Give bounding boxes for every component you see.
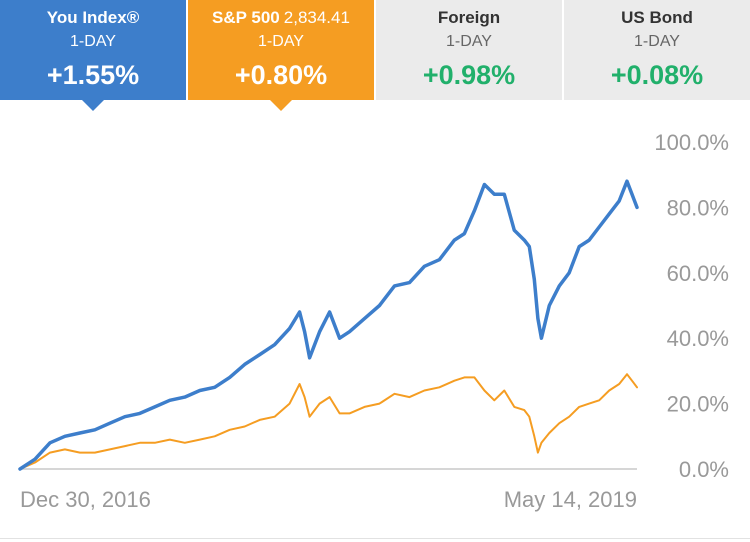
- bottom-divider: [0, 538, 750, 539]
- tab-sp500-header: S&P 500 2,834.41: [188, 8, 374, 28]
- tab-foreign-period: 1-DAY: [446, 33, 492, 50]
- y-tick-label: 100.0%: [654, 130, 729, 155]
- tab-sp500-name: S&P 500: [212, 8, 280, 27]
- x-end-label: May 14, 2019: [504, 487, 637, 512]
- tab-you-index-pointer: [82, 100, 104, 111]
- tab-you-index-period: 1-DAY: [70, 33, 116, 50]
- series-layer: [18, 179, 639, 471]
- tab-you-index[interactable]: You Index® 1-DAY +1.55%: [0, 0, 186, 100]
- y-tick-label: 80.0%: [667, 195, 729, 220]
- tab-foreign-change: +0.98%: [422, 60, 516, 90]
- tab-us-bond-period: 1-DAY: [634, 33, 680, 50]
- sp500-line: [19, 373, 638, 470]
- tab-sp500-change: +0.80%: [234, 60, 328, 90]
- tab-us-bond-change: +0.08%: [610, 60, 704, 90]
- y-tick-label: 60.0%: [667, 261, 729, 286]
- index-tab-bar: You Index® 1-DAY +1.55% S&P 500 2,834.41 …: [0, 0, 750, 100]
- you-index-line: [18, 179, 639, 471]
- y-tick-label: 40.0%: [667, 326, 729, 351]
- y-tick-label: 20.0%: [667, 392, 729, 417]
- y-tick-label: 0.0%: [679, 457, 729, 482]
- tab-you-index-name: You Index®: [46, 8, 140, 27]
- tab-us-bond-name: US Bond: [621, 8, 693, 27]
- tab-you-index-change: +1.55%: [46, 60, 140, 90]
- x-start-label: Dec 30, 2016: [20, 487, 151, 512]
- y-axis-labels: 100.0% 80.0% 60.0% 40.0% 20.0% 0.0%: [654, 130, 729, 482]
- tab-us-bond[interactable]: US Bond 1-DAY +0.08%: [564, 0, 750, 100]
- performance-chart: 100.0% 80.0% 60.0% 40.0% 20.0% 0.0% Dec 30, 2…: [18, 130, 729, 512]
- tab-sp500-pointer: [270, 100, 292, 111]
- tab-sp500[interactable]: S&P 500 2,834.41 1-DAY +0.80%: [188, 0, 374, 100]
- tab-sp500-period: 1-DAY: [258, 33, 304, 50]
- tab-sp500-price: 2,834.41: [283, 8, 350, 27]
- tab-foreign[interactable]: Foreign 1-DAY +0.98%: [376, 0, 562, 100]
- tab-foreign-name: Foreign: [437, 8, 501, 27]
